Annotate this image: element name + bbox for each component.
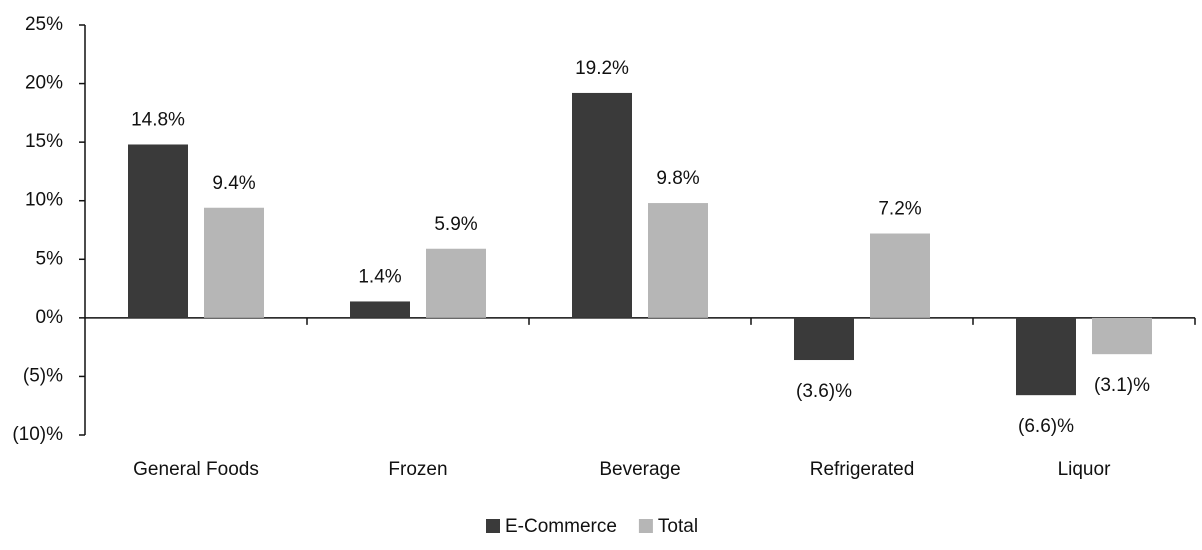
value-label: (3.6)% [796, 381, 852, 402]
bar [648, 203, 708, 318]
value-label: 14.8% [131, 110, 185, 131]
x-tick-label: Refrigerated [810, 459, 915, 480]
y-tick-label: (10)% [12, 424, 63, 445]
bar [1016, 317, 1076, 396]
value-label: (6.6)% [1018, 416, 1074, 437]
x-tick-label: Liquor [1058, 459, 1111, 480]
value-label: 1.4% [358, 266, 401, 287]
y-tick-label: 15% [25, 131, 63, 152]
y-tick-label: 10% [25, 190, 63, 211]
y-tick-label: (5)% [23, 365, 63, 386]
legend-swatch [638, 519, 653, 533]
value-label: 7.2% [878, 199, 921, 220]
y-tick-label: 20% [25, 73, 63, 94]
value-label: 19.2% [575, 58, 629, 79]
legend-label: Total [658, 516, 698, 537]
bar [1092, 317, 1152, 355]
bar [794, 317, 854, 361]
legend-label: E-Commerce [505, 516, 617, 537]
value-label: 9.4% [212, 173, 255, 194]
x-tick-label: Frozen [388, 459, 447, 480]
y-tick-label: 5% [36, 248, 64, 269]
bar [426, 248, 486, 318]
y-tick-label: 25% [25, 14, 63, 35]
bar [870, 233, 930, 318]
bar [204, 207, 264, 318]
legend-swatch [486, 519, 500, 533]
value-label: (3.1)% [1094, 375, 1150, 396]
bar [572, 92, 632, 318]
bar [350, 301, 410, 318]
value-label: 9.8% [656, 168, 699, 189]
value-label: 5.9% [434, 214, 477, 235]
bar [128, 144, 188, 318]
x-tick-label: General Foods [133, 459, 259, 480]
x-tick-label: Beverage [599, 459, 680, 480]
y-tick-label: 0% [36, 307, 64, 328]
